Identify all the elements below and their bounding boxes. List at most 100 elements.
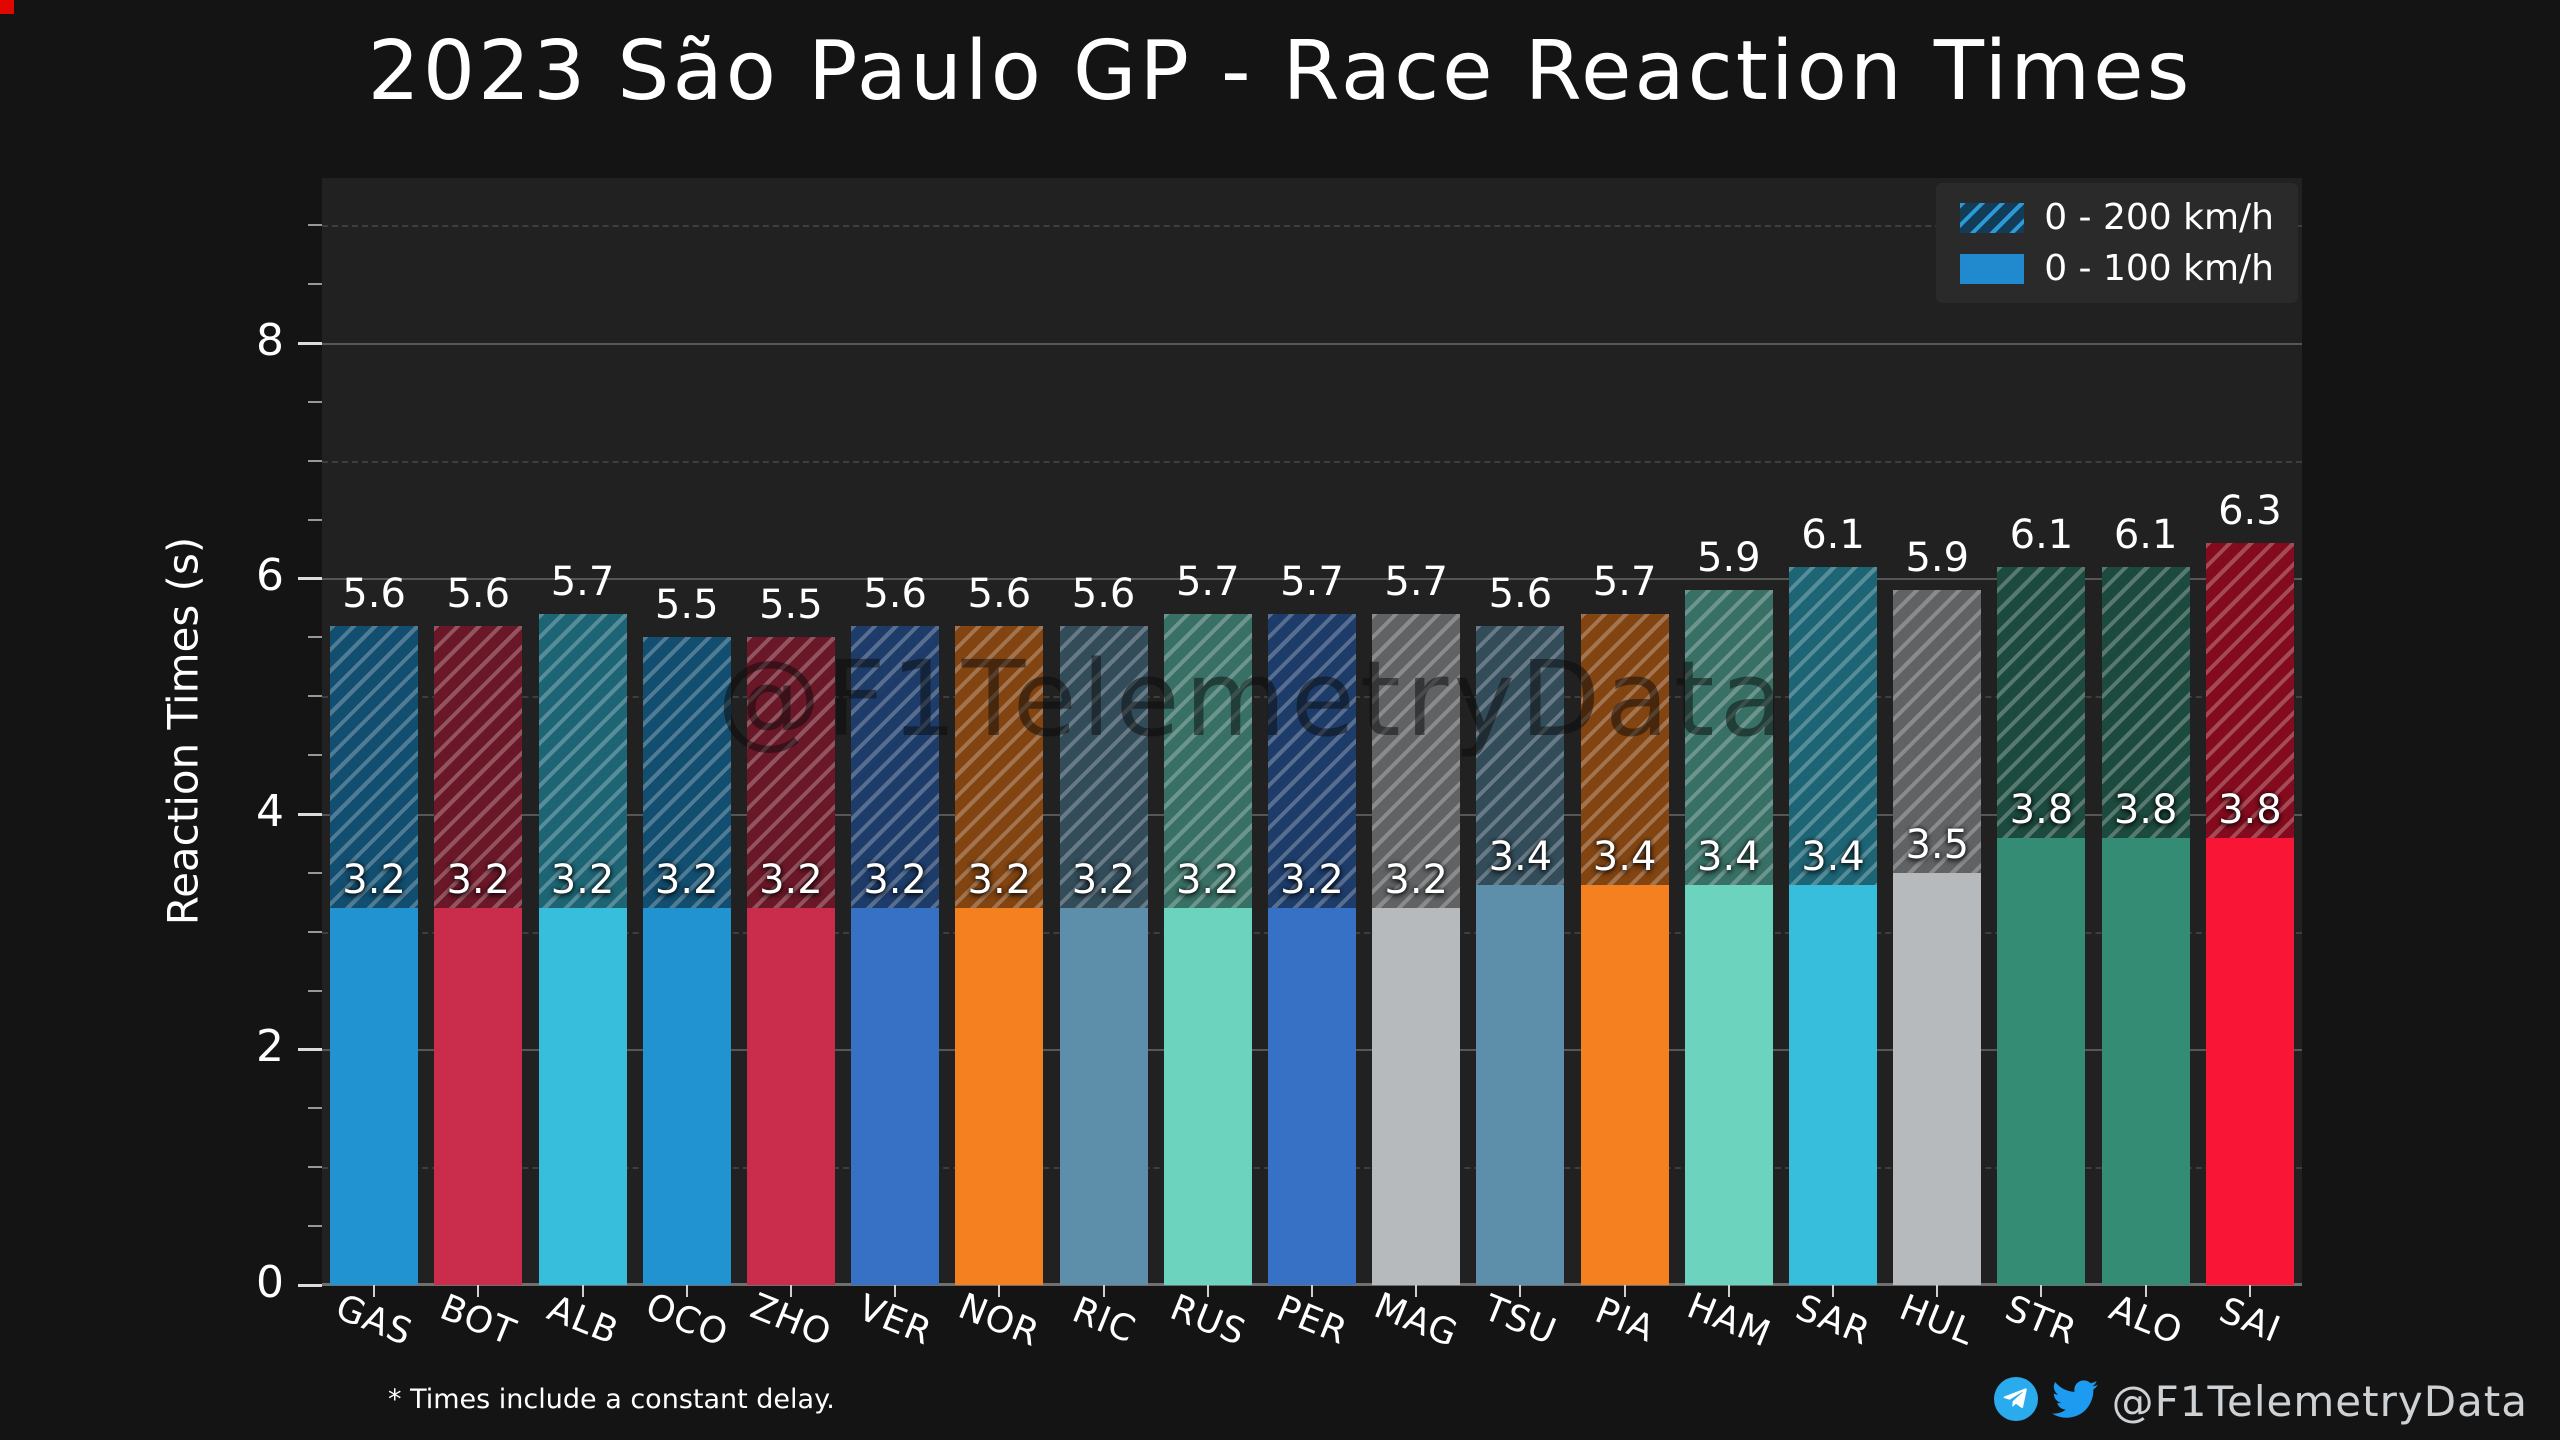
bar-0-100-str: [1997, 837, 2086, 1285]
bar-0-100-label: 3.2: [863, 857, 927, 904]
bar-0-100-label: 3.2: [1384, 857, 1448, 904]
x-tick: [894, 1285, 897, 1297]
bar-group-str: 6.1 3.8: [1989, 178, 2093, 1285]
bar-0-100-label: 3.4: [1592, 833, 1657, 880]
x-tick: [2144, 1285, 2147, 1297]
bar-0-100-zho: [746, 908, 835, 1285]
x-tick: [1832, 1285, 1835, 1297]
x-tick: [685, 1285, 688, 1297]
bar-0-100-ham: [1684, 884, 1773, 1285]
x-tick: [2248, 1285, 2251, 1297]
bar-total-label: 5.9: [1905, 535, 1970, 582]
x-tick: [789, 1285, 792, 1297]
y-minor-tick: [308, 871, 322, 874]
y-minor-tick: [308, 754, 322, 757]
bar-group-ham: 5.9 3.4: [1677, 178, 1781, 1285]
bar-group-alo: 6.1 3.8: [2094, 178, 2198, 1285]
y-tick-label: 0: [256, 1257, 284, 1308]
bar-0-100-rus: [1163, 908, 1252, 1285]
legend-item-0-200: 0 - 200 km/h: [1960, 197, 2274, 238]
bar-group-zho: 5.5 3.2: [739, 178, 843, 1285]
bar-0-100-label: 3.4: [1697, 833, 1761, 880]
bar-total-label: 6.3: [2218, 488, 2282, 535]
x-tick: [1102, 1285, 1105, 1297]
y-major-tick: [298, 1048, 322, 1052]
bar-0-100-label: 3.8: [2009, 786, 2074, 833]
bar-0-100-bot: [434, 908, 523, 1285]
bar-total-label: 5.7: [1592, 558, 1657, 605]
major-gridline: [322, 342, 2302, 345]
bar-total-label: 5.6: [446, 570, 511, 617]
bar-total-label: 5.6: [1488, 570, 1553, 617]
y-major-tick: [298, 812, 322, 816]
x-tick: [1727, 1285, 1730, 1297]
bar-0-100-alo: [2101, 837, 2190, 1285]
bar-total-label: 5.7: [1280, 558, 1344, 605]
bar-0-100-nor: [955, 908, 1044, 1285]
bar-0-100-label: 3.2: [1280, 857, 1344, 904]
bar-total-label: 5.7: [1175, 558, 1240, 605]
bar-total-label: 6.1: [2009, 511, 2074, 558]
bar-total-label: 5.6: [863, 570, 927, 617]
bar-total-label: 5.5: [759, 582, 823, 629]
bar-group-bot: 5.6 3.2: [426, 178, 530, 1285]
bar-group-rus: 5.7 3.2: [1156, 178, 1260, 1285]
bar-group-gas: 5.6 3.2: [322, 178, 426, 1285]
y-minor-tick: [308, 518, 322, 521]
y-tick-label: 6: [256, 550, 284, 602]
bar-group-hul: 5.9 3.5: [1885, 178, 1989, 1285]
bar-total-label: 5.6: [967, 570, 1032, 617]
bar-0-100-label: 3.5: [1905, 821, 1970, 868]
bar-0-100-label: 3.2: [967, 857, 1032, 904]
y-tick-label: 8: [256, 314, 284, 366]
x-tick: [1519, 1285, 1522, 1297]
bar-0-100-label: 3.2: [654, 857, 719, 904]
telegram-icon: [1993, 1377, 2038, 1425]
plot-area: @F1TelemetryData 0 - 200 km/h 0 - 100 km…: [322, 178, 2302, 1286]
y-minor-tick: [308, 636, 322, 639]
bar-total-label: 6.1: [1801, 511, 1865, 558]
x-tick: [581, 1285, 584, 1297]
x-tick: [1311, 1285, 1313, 1297]
bar-group-sai: 6.3 3.8: [2198, 178, 2302, 1285]
bar-0-100-sar: [1789, 884, 1878, 1285]
x-tick: [373, 1285, 376, 1297]
x-tick: [1936, 1285, 1939, 1297]
major-gridline: [322, 578, 2302, 581]
x-tick: [1623, 1285, 1626, 1297]
social-row: @F1TelemetryData: [1993, 1376, 2528, 1426]
bar-0-100-ver: [851, 908, 940, 1285]
x-tick: [1415, 1285, 1418, 1297]
bar-0-100-label: 3.2: [446, 857, 511, 904]
bar-total-label: 5.5: [654, 582, 719, 629]
bar-0-100-ric: [1059, 908, 1148, 1285]
bar-group-alb: 5.7 3.2: [530, 178, 634, 1285]
bar-0-100-hul: [1893, 872, 1982, 1285]
bar-0-100-label: 3.2: [759, 857, 823, 904]
bar-0-100-label: 3.8: [2218, 786, 2282, 833]
bar-0-100-label: 3.2: [342, 857, 406, 904]
y-minor-tick: [308, 459, 322, 462]
bar-0-100-sai: [2205, 837, 2294, 1285]
y-major-tick: [298, 341, 322, 345]
legend-label-0-100: 0 - 100 km/h: [2044, 248, 2274, 289]
bar-group-tsu: 5.6 3.4: [1468, 178, 1572, 1285]
y-minor-tick: [308, 282, 322, 285]
bar-0-100-pia: [1580, 884, 1669, 1285]
legend-swatch-solid-icon: [1960, 253, 2025, 284]
y-minor-tick: [308, 989, 322, 992]
bar-0-100-per: [1267, 908, 1356, 1285]
bar-0-100-gas: [330, 908, 419, 1285]
legend-label-0-200: 0 - 200 km/h: [2044, 197, 2274, 238]
y-minor-tick: [308, 1166, 322, 1169]
y-minor-tick: [308, 695, 322, 698]
y-tick-label: 2: [256, 1021, 284, 1073]
legend: 0 - 200 km/h 0 - 100 km/h: [1936, 183, 2298, 303]
corner-red-marker: [0, 0, 14, 14]
x-tick: [2040, 1285, 2043, 1297]
bar-0-100-label: 3.2: [550, 857, 615, 904]
bar-0-100-label: 3.4: [1488, 833, 1553, 880]
